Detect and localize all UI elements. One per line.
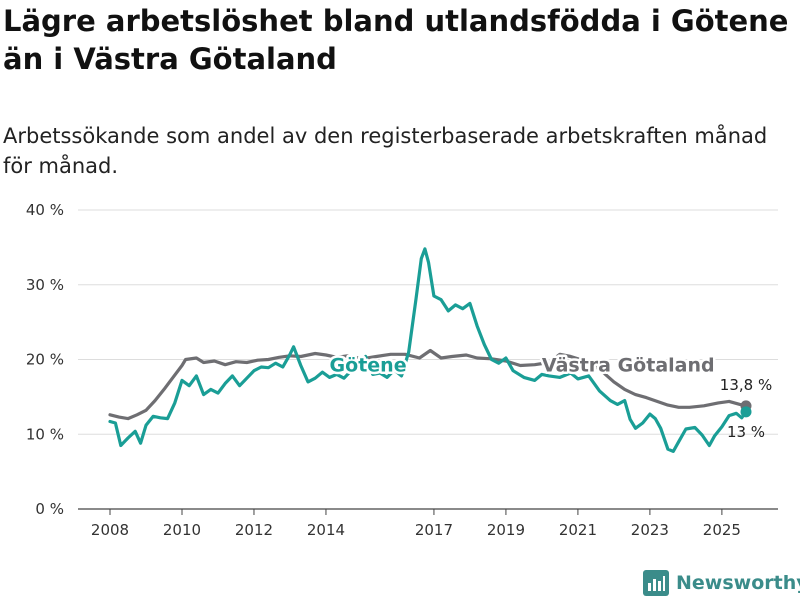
axes: 0 % 10 % 20 % 30 % 40 % 2008 2010 2012 2014 2017 2… [26, 201, 741, 539]
series-lines [108, 247, 748, 453]
bar-chart-logo-icon [643, 570, 669, 596]
x-tick-label: 2021 [559, 521, 597, 539]
x-tick-label: 2012 [235, 521, 273, 539]
y-tick-label: 40 % [26, 201, 64, 219]
y-tick-label: 30 % [26, 276, 64, 294]
end-value-label: 13,8 % [720, 376, 772, 394]
y-tick-label: 10 % [26, 425, 64, 443]
end-value-label: 13 % [727, 423, 765, 441]
end-point-g-tene [740, 406, 752, 418]
x-tick-label: 2014 [307, 521, 345, 539]
brand-name: Newsworthy [676, 572, 800, 594]
chart-title: Lägre arbetslöshet bland utlandsfödda i … [3, 4, 789, 76]
x-tick-label: 2023 [631, 521, 669, 539]
data-labels: 13,8 % 13 % Götene Västra Götaland [327, 352, 772, 441]
x-tick-label: 2008 [91, 521, 129, 539]
series-line-v-stra-g-taland [108, 348, 748, 421]
series-line-g-tene [108, 247, 748, 453]
x-tick-label: 2010 [163, 521, 201, 539]
y-tick-label: 20 % [26, 351, 64, 369]
x-tick-label: 2017 [415, 521, 453, 539]
series-annotation: Västra Götaland [542, 354, 715, 376]
series-annotation: Götene [330, 354, 407, 376]
x-tick-label: 2019 [487, 521, 525, 539]
chart-subtitle: Arbetssökande som andel av den registerb… [3, 124, 768, 178]
x-tick-label: 2025 [703, 521, 741, 539]
brand-logo: Newsworthy [643, 568, 800, 598]
y-tick-label: 0 % [35, 500, 64, 518]
